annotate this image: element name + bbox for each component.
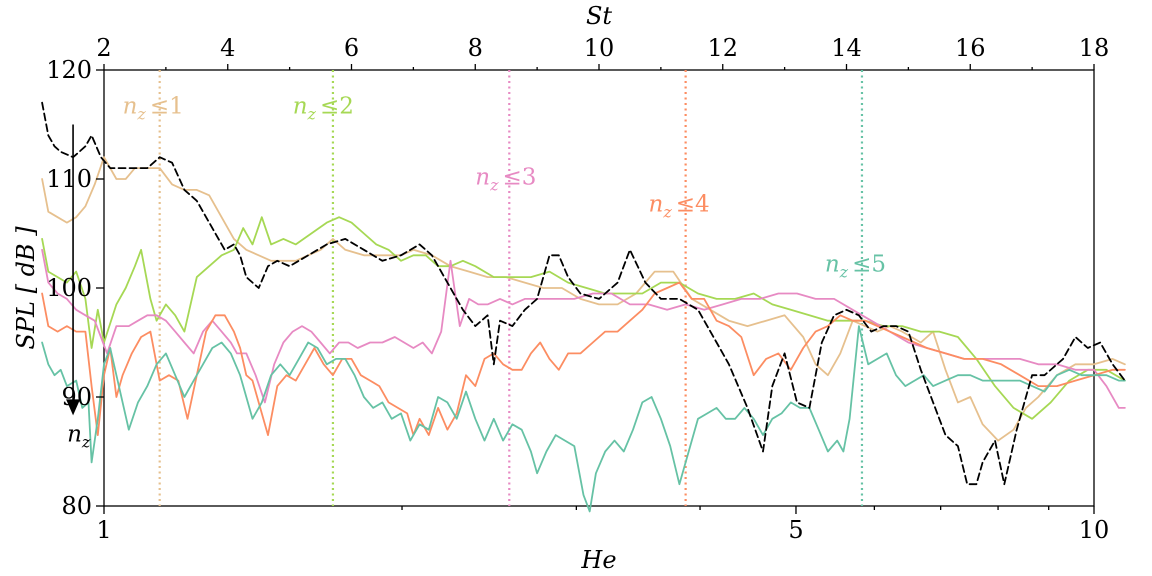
annotations: nz ≤1 nz ≤2 nz ≤3 nz ≤4 nz ≤5 nz (66, 94, 886, 451)
y-axis-label: SPL [ dB ] (12, 226, 40, 350)
y-tick-label: 100 (46, 274, 92, 302)
nz-arrow-label: nz (67, 421, 91, 451)
x-axis-label: He (580, 546, 616, 574)
top-tick-label: 14 (831, 34, 862, 62)
series-line-4 (41, 248, 1126, 409)
x-tick-label: 10 (1079, 516, 1110, 544)
y-tick-label: 120 (46, 56, 92, 84)
top-tick-label: 12 (707, 34, 738, 62)
top-tick-label: 10 (584, 34, 615, 62)
series-layer (41, 101, 1126, 513)
series-line-3 (41, 216, 1126, 420)
x-tick-label: 5 (788, 516, 803, 544)
cutoff-label-5: nz ≤5 (825, 252, 886, 282)
series-line-2 (41, 156, 1126, 442)
cutoff-label-2: nz ≤2 (293, 94, 354, 124)
cutoff-label-4: nz ≤4 (649, 192, 710, 222)
top-tick-label: 8 (468, 34, 483, 62)
series-line-6 (41, 325, 1126, 513)
cutoff-label-3: nz ≤3 (475, 164, 536, 194)
x-tick-label: 1 (96, 516, 111, 544)
series-line-1 (41, 101, 1126, 486)
series-line-5 (41, 281, 1126, 436)
top-x-axis-label: St (586, 2, 612, 30)
nz-arrow-head (66, 399, 81, 416)
top-tick-label: 18 (1079, 34, 1110, 62)
cutoff-lines (158, 70, 864, 506)
y-tick-label: 80 (61, 492, 92, 520)
top-tick-label: 4 (220, 34, 235, 62)
y-tick-label: 110 (46, 165, 92, 193)
cutoff-label-1: nz ≤1 (123, 94, 184, 124)
top-tick-label: 6 (344, 34, 359, 62)
plot-frame (103, 69, 1095, 507)
top-tick-label: 2 (96, 34, 111, 62)
top-tick-label: 16 (955, 34, 986, 62)
